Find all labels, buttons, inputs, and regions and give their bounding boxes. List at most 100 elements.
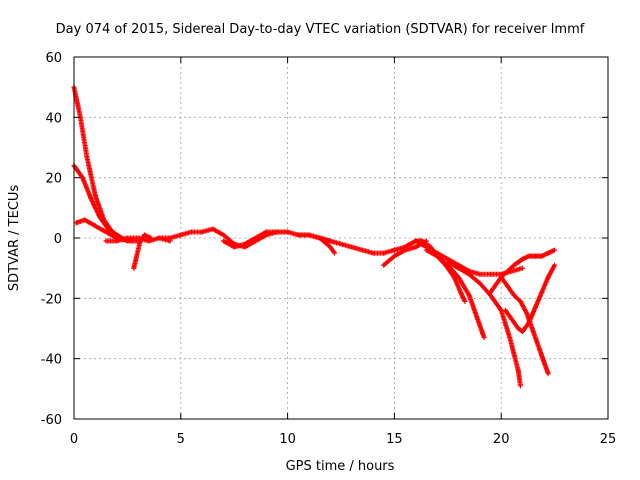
y-tick-label: 60 bbox=[45, 51, 62, 66]
data-point-run bbox=[71, 84, 83, 119]
data-point bbox=[103, 238, 109, 244]
data-point bbox=[146, 238, 152, 244]
data-point bbox=[552, 262, 558, 268]
data-point bbox=[455, 265, 461, 271]
series-arc-p bbox=[498, 274, 551, 377]
data-point bbox=[526, 319, 532, 325]
data-point bbox=[515, 368, 521, 374]
data-point bbox=[539, 253, 545, 259]
data-point bbox=[520, 256, 526, 262]
data-point bbox=[199, 229, 205, 235]
data-point bbox=[532, 304, 538, 310]
data-point bbox=[428, 244, 434, 250]
data-point bbox=[338, 241, 344, 247]
data-point bbox=[295, 232, 301, 238]
data-point bbox=[505, 283, 511, 289]
data-point bbox=[124, 235, 130, 241]
series-arc-h bbox=[295, 232, 397, 256]
data-point bbox=[178, 232, 184, 238]
y-tick-label: 0 bbox=[54, 232, 62, 247]
data-point bbox=[502, 307, 508, 313]
y-tick-label: -20 bbox=[41, 292, 62, 307]
data-point bbox=[131, 265, 137, 271]
data-point bbox=[524, 310, 530, 316]
data-point bbox=[306, 232, 312, 238]
data-point bbox=[332, 250, 338, 256]
data-point bbox=[477, 280, 483, 286]
series-arc-m bbox=[423, 247, 487, 341]
data-point bbox=[509, 316, 515, 322]
data-point bbox=[167, 235, 173, 241]
x-tick-label: 20 bbox=[493, 432, 510, 447]
grid bbox=[74, 57, 608, 419]
data-point bbox=[520, 265, 526, 271]
data-point bbox=[141, 232, 147, 238]
data-point bbox=[530, 329, 536, 335]
data-point bbox=[402, 244, 408, 250]
data-point bbox=[526, 253, 532, 259]
data-point bbox=[263, 229, 269, 235]
data-point bbox=[517, 298, 523, 304]
data-point bbox=[545, 371, 551, 377]
data-point bbox=[515, 259, 521, 265]
data-point bbox=[539, 289, 545, 295]
data-point bbox=[507, 335, 513, 341]
data-point bbox=[545, 250, 551, 256]
data-point bbox=[511, 262, 517, 268]
data-point bbox=[114, 238, 120, 244]
data-point bbox=[92, 223, 98, 229]
y-tick-label: -60 bbox=[41, 413, 62, 428]
data-point bbox=[370, 250, 376, 256]
data-point bbox=[327, 238, 333, 244]
data-point bbox=[488, 271, 494, 277]
data-point bbox=[210, 226, 216, 232]
data-point bbox=[462, 298, 468, 304]
data-point bbox=[537, 347, 543, 353]
tick-labels: 0 5 10 15 20 25 -60 -40 -20 0 20 40 60 bbox=[41, 51, 617, 447]
data-point bbox=[84, 154, 90, 160]
data-point bbox=[520, 329, 526, 335]
data-point bbox=[80, 175, 86, 181]
data-point bbox=[488, 289, 494, 295]
axis-ticks bbox=[73, 56, 609, 420]
data-point bbox=[391, 253, 397, 259]
data-point bbox=[498, 307, 504, 313]
data-point bbox=[231, 244, 237, 250]
data-point bbox=[105, 226, 111, 232]
series-arc-q bbox=[502, 262, 558, 335]
data-point bbox=[391, 247, 397, 253]
data-point bbox=[135, 247, 141, 253]
data-point bbox=[253, 235, 259, 241]
data-point bbox=[349, 244, 355, 250]
data-point bbox=[285, 229, 291, 235]
data-point bbox=[135, 235, 141, 241]
data-point bbox=[458, 289, 464, 295]
y-tick-label: 20 bbox=[45, 172, 62, 187]
data-point bbox=[423, 247, 429, 253]
series-arc-g bbox=[221, 229, 291, 250]
data-point bbox=[466, 292, 472, 298]
data-point bbox=[498, 274, 504, 280]
series-arc-o bbox=[488, 247, 558, 295]
data-point bbox=[445, 259, 451, 265]
y-tick-label: -40 bbox=[41, 353, 62, 368]
data-point-run bbox=[131, 258, 139, 271]
series-arc-i bbox=[317, 235, 338, 256]
data-point bbox=[221, 238, 227, 244]
x-tick-label: 10 bbox=[279, 432, 296, 447]
series-arc-e bbox=[103, 235, 173, 244]
data-point bbox=[419, 238, 425, 244]
data-point bbox=[103, 229, 109, 235]
data-point bbox=[359, 247, 365, 253]
data-point bbox=[413, 244, 419, 250]
data-point bbox=[274, 229, 280, 235]
data-point bbox=[552, 247, 558, 253]
data-point bbox=[317, 235, 323, 241]
y-tick-label: 40 bbox=[45, 111, 62, 126]
data-point-run bbox=[507, 335, 521, 372]
data-point-run bbox=[133, 249, 141, 262]
data-point bbox=[381, 262, 387, 268]
data-point bbox=[381, 250, 387, 256]
data-point bbox=[511, 292, 517, 298]
data-point bbox=[156, 235, 162, 241]
